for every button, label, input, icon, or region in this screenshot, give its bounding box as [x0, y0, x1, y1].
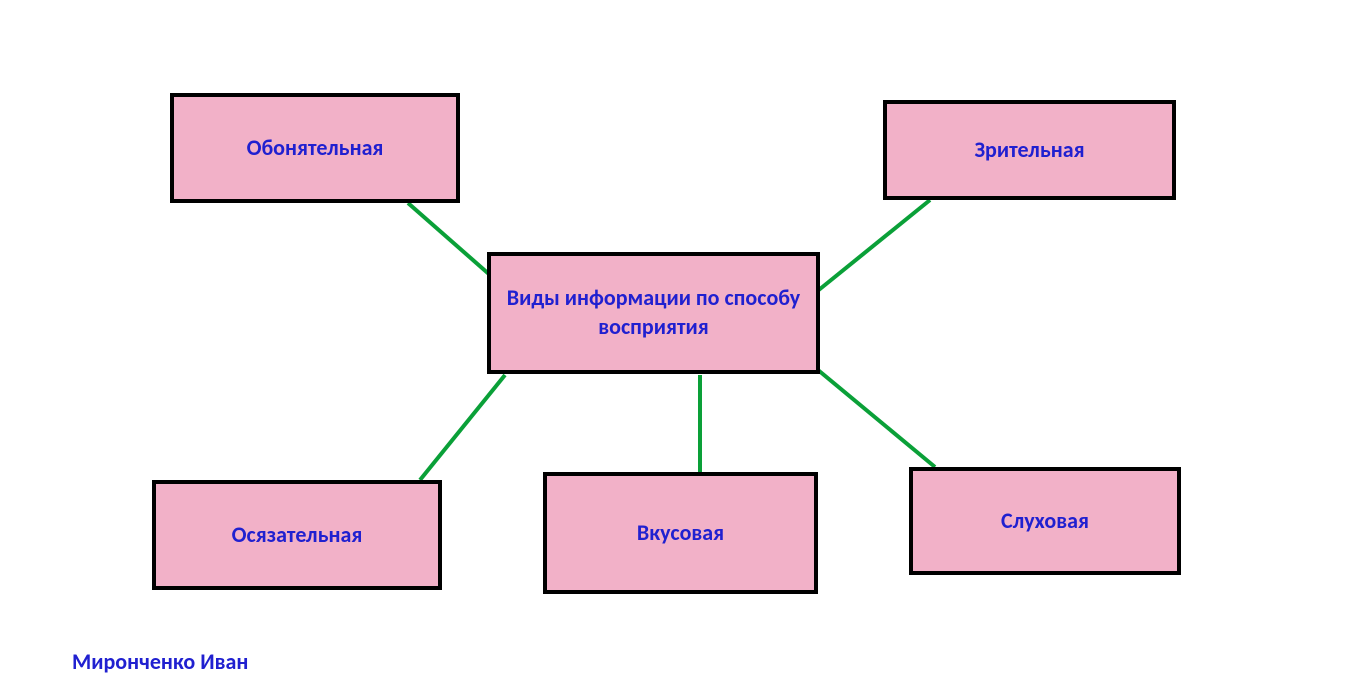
node-label: Виды информации по способу восприятия — [499, 284, 808, 341]
leaf-node: Зрительная — [883, 100, 1176, 200]
center-node: Виды информации по способу восприятия — [487, 252, 820, 374]
mindmap-diagram: Виды информации по способу восприятия Обо… — [0, 0, 1362, 683]
node-label: Зрительная — [974, 136, 1084, 165]
connector-line — [420, 375, 505, 480]
node-label: Осязательная — [232, 521, 363, 550]
author-name: Миронченко Иван — [72, 648, 248, 675]
leaf-node: Обонятельная — [170, 93, 460, 203]
leaf-node: Слуховая — [909, 467, 1181, 575]
node-label: Обонятельная — [247, 134, 384, 163]
node-label: Вкусовая — [637, 519, 724, 548]
leaf-node: Осязательная — [152, 480, 442, 590]
leaf-node: Вкусовая — [543, 472, 818, 594]
connector-line — [818, 370, 935, 467]
node-label: Слуховая — [1001, 507, 1089, 536]
connector-line — [815, 200, 930, 293]
connector-line — [408, 203, 490, 275]
